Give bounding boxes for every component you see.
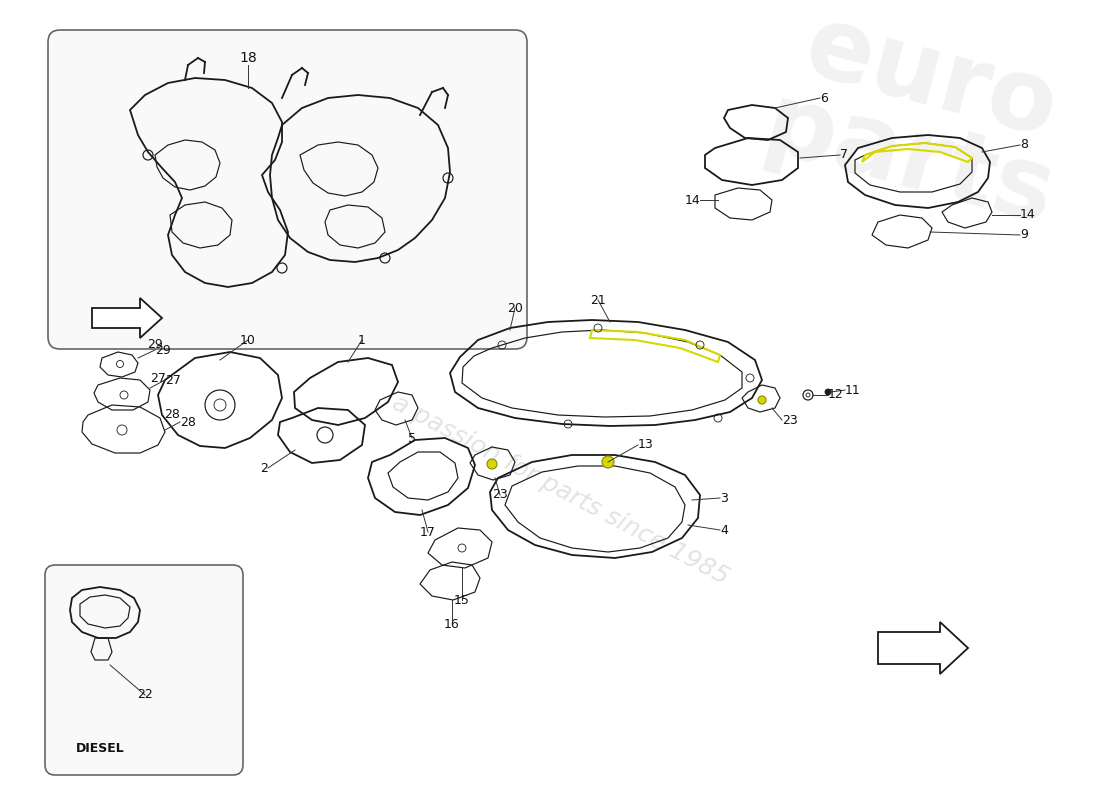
Text: DIESEL: DIESEL	[76, 742, 124, 754]
Text: 4: 4	[720, 523, 728, 537]
Text: 18: 18	[239, 51, 257, 65]
Text: 27: 27	[165, 374, 180, 386]
Text: 2: 2	[260, 462, 268, 474]
Text: 17: 17	[420, 526, 436, 538]
Text: 20: 20	[507, 302, 522, 314]
Circle shape	[487, 459, 497, 469]
Text: 7: 7	[840, 149, 848, 162]
Text: 23: 23	[782, 414, 797, 426]
Text: 1: 1	[359, 334, 366, 346]
FancyBboxPatch shape	[48, 30, 527, 349]
Text: 28: 28	[180, 415, 196, 429]
Text: 3: 3	[720, 491, 728, 505]
FancyBboxPatch shape	[45, 565, 243, 775]
Text: 29: 29	[147, 338, 163, 351]
Text: 27: 27	[150, 371, 166, 385]
Circle shape	[758, 396, 766, 404]
Text: 5: 5	[408, 431, 416, 445]
Text: 22: 22	[138, 689, 153, 702]
Text: 10: 10	[240, 334, 256, 346]
Text: 15: 15	[454, 594, 470, 606]
Polygon shape	[878, 622, 968, 674]
Text: 12: 12	[828, 389, 844, 402]
Text: 6: 6	[820, 91, 828, 105]
Text: 28: 28	[164, 409, 180, 422]
Circle shape	[825, 389, 830, 395]
Text: 29: 29	[155, 343, 170, 357]
Text: 8: 8	[1020, 138, 1028, 151]
Text: 16: 16	[444, 618, 460, 631]
Text: a passion for parts since 1985: a passion for parts since 1985	[387, 390, 733, 590]
Text: 9: 9	[1020, 229, 1027, 242]
Text: 14: 14	[684, 194, 700, 206]
Text: 11: 11	[845, 383, 860, 397]
Text: 23: 23	[492, 489, 508, 502]
Text: 21: 21	[590, 294, 606, 306]
Polygon shape	[92, 298, 162, 338]
Circle shape	[602, 456, 614, 468]
Text: euro
parts: euro parts	[754, 0, 1087, 246]
Text: 14: 14	[1020, 209, 1036, 222]
Text: 13: 13	[638, 438, 653, 451]
